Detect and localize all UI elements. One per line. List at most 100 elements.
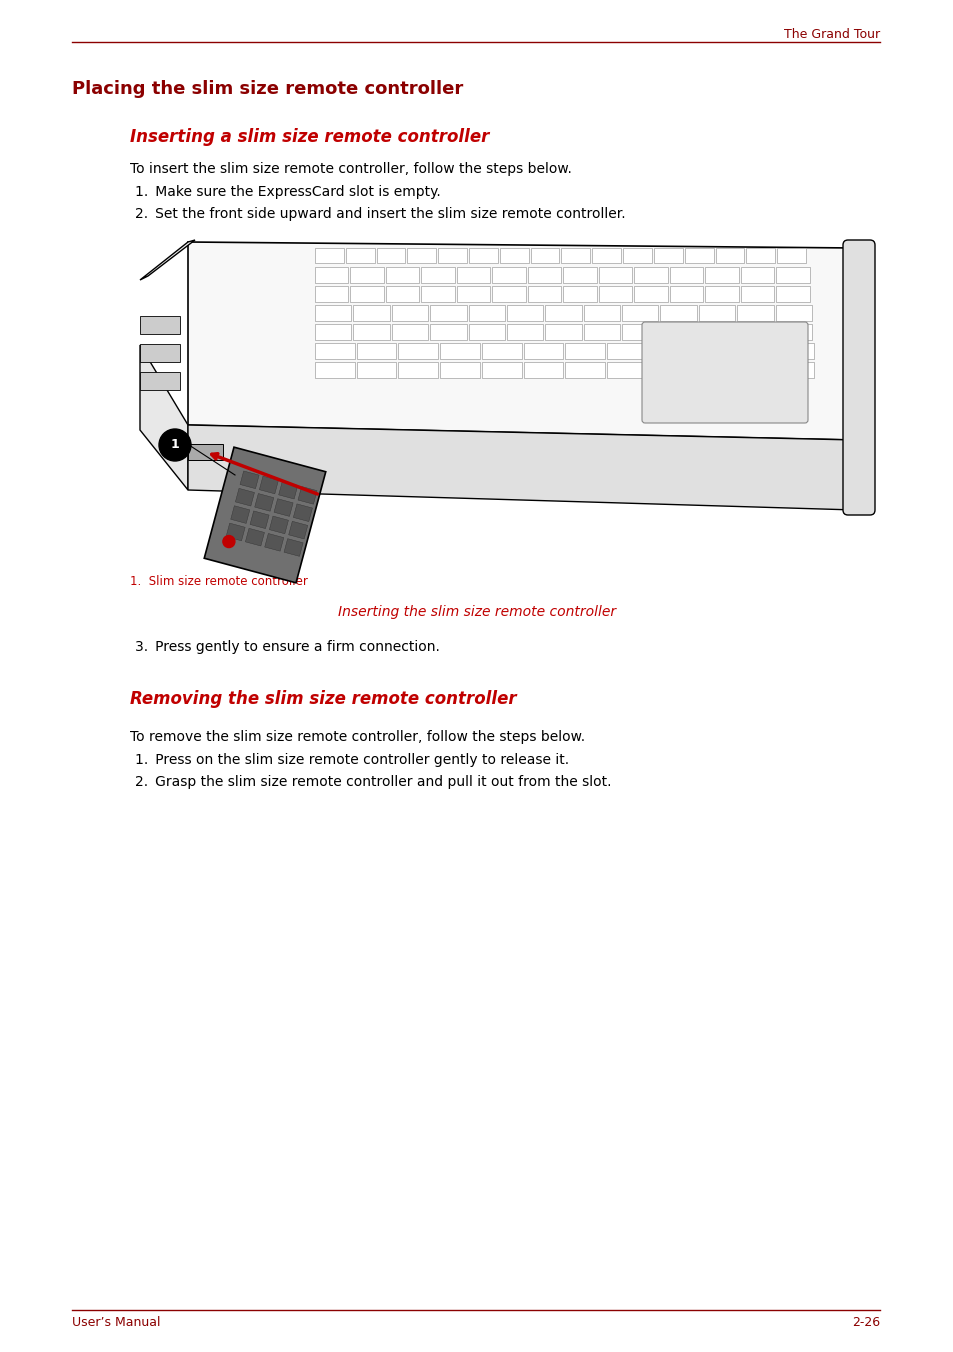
Bar — [386, 287, 419, 301]
Polygon shape — [274, 499, 293, 516]
Bar — [622, 247, 651, 264]
Bar — [690, 362, 730, 379]
Bar — [598, 266, 632, 283]
Bar — [506, 324, 543, 339]
Bar — [345, 247, 375, 264]
Text: To remove the slim size remote controller, follow the steps below.: To remove the slim size remote controlle… — [130, 730, 584, 744]
Bar — [690, 343, 730, 360]
Polygon shape — [250, 511, 269, 529]
Bar — [353, 306, 390, 320]
Bar — [621, 306, 658, 320]
Bar — [659, 306, 696, 320]
Bar — [774, 343, 813, 360]
Text: Placing the slim size remote controller: Placing the slim size remote controller — [71, 80, 463, 97]
Bar — [653, 247, 682, 264]
Bar — [634, 266, 667, 283]
Polygon shape — [269, 516, 288, 534]
Bar — [545, 324, 581, 339]
Bar — [699, 306, 735, 320]
Polygon shape — [240, 470, 259, 488]
Bar — [468, 324, 504, 339]
Bar — [527, 287, 561, 301]
Bar — [732, 343, 771, 360]
Text: To insert the slim size remote controller, follow the steps below.: To insert the slim size remote controlle… — [130, 162, 571, 176]
Bar — [659, 324, 696, 339]
Bar — [563, 287, 597, 301]
Text: 1. Make sure the ExpressCard slot is empty.: 1. Make sure the ExpressCard slot is emp… — [135, 185, 440, 199]
Bar — [499, 247, 528, 264]
Bar — [523, 362, 563, 379]
Bar — [314, 324, 351, 339]
FancyBboxPatch shape — [641, 322, 807, 423]
Bar — [314, 343, 355, 360]
Text: 2. Grasp the slim size remote controller and pull it out from the slot.: 2. Grasp the slim size remote controller… — [135, 775, 611, 790]
Bar — [421, 287, 455, 301]
Bar — [437, 247, 467, 264]
Text: 2-26: 2-26 — [851, 1315, 879, 1329]
Bar — [481, 343, 521, 360]
Bar — [314, 266, 348, 283]
Bar — [732, 362, 771, 379]
Polygon shape — [188, 242, 854, 439]
Text: 1: 1 — [171, 438, 179, 452]
Text: 3. Press gently to ensure a firm connection.: 3. Press gently to ensure a firm connect… — [135, 639, 439, 654]
Bar — [492, 287, 525, 301]
Bar — [705, 287, 739, 301]
Bar — [439, 343, 479, 360]
Bar — [583, 306, 619, 320]
Polygon shape — [204, 448, 325, 583]
Bar — [356, 362, 396, 379]
Bar — [592, 247, 620, 264]
Bar — [314, 287, 348, 301]
Bar — [392, 324, 428, 339]
Bar — [776, 266, 809, 283]
Bar — [607, 362, 646, 379]
Bar — [430, 324, 466, 339]
Bar — [430, 306, 466, 320]
Bar — [776, 287, 809, 301]
Bar — [314, 362, 355, 379]
Text: Removing the slim size remote controller: Removing the slim size remote controller — [130, 690, 517, 708]
Bar — [140, 316, 180, 334]
Bar — [565, 343, 604, 360]
Bar — [140, 343, 180, 362]
Bar — [705, 266, 739, 283]
Bar — [481, 362, 521, 379]
Bar — [439, 362, 479, 379]
Text: User’s Manual: User’s Manual — [71, 1315, 160, 1329]
Bar — [386, 266, 419, 283]
Bar — [469, 247, 497, 264]
Polygon shape — [254, 493, 274, 511]
Bar — [648, 343, 688, 360]
Bar — [775, 324, 811, 339]
Bar — [314, 247, 343, 264]
Bar — [376, 247, 405, 264]
Bar — [350, 266, 384, 283]
Bar — [530, 247, 558, 264]
Bar — [561, 247, 590, 264]
Bar — [684, 247, 713, 264]
Bar — [715, 247, 743, 264]
Bar — [563, 266, 597, 283]
Bar — [737, 306, 773, 320]
Circle shape — [223, 535, 234, 548]
Polygon shape — [188, 425, 854, 510]
Polygon shape — [264, 534, 283, 552]
Text: The Grand Tour: The Grand Tour — [783, 28, 879, 41]
Polygon shape — [278, 481, 297, 499]
Bar — [777, 247, 805, 264]
Bar — [456, 266, 490, 283]
Polygon shape — [289, 522, 308, 539]
Bar — [527, 266, 561, 283]
Bar — [350, 287, 384, 301]
Bar — [506, 306, 543, 320]
Polygon shape — [231, 506, 250, 523]
Bar — [737, 324, 773, 339]
Bar — [188, 443, 223, 460]
Bar — [565, 362, 604, 379]
Bar — [774, 362, 813, 379]
Polygon shape — [235, 488, 254, 506]
Text: 2. Set the front side upward and insert the slim size remote controller.: 2. Set the front side upward and insert … — [135, 207, 625, 220]
Text: 1. Press on the slim size remote controller gently to release it.: 1. Press on the slim size remote control… — [135, 753, 569, 767]
Text: Inserting a slim size remote controller: Inserting a slim size remote controller — [130, 128, 489, 146]
